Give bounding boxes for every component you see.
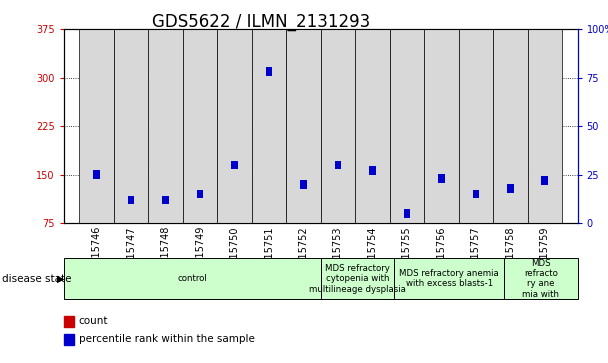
Bar bbox=[472, 190, 479, 199]
Text: MDS refractory
cytopenia with
multilineage dysplasia: MDS refractory cytopenia with multilinea… bbox=[309, 264, 406, 294]
Bar bbox=[438, 174, 444, 183]
FancyBboxPatch shape bbox=[458, 29, 493, 223]
FancyBboxPatch shape bbox=[493, 29, 528, 223]
FancyBboxPatch shape bbox=[504, 258, 578, 299]
FancyBboxPatch shape bbox=[528, 29, 562, 223]
FancyBboxPatch shape bbox=[321, 258, 394, 299]
FancyBboxPatch shape bbox=[390, 29, 424, 223]
Text: MDS
refracto
ry ane
mia with: MDS refracto ry ane mia with bbox=[522, 258, 559, 299]
Text: ▶: ▶ bbox=[57, 274, 64, 284]
FancyBboxPatch shape bbox=[394, 258, 504, 299]
Bar bbox=[122, 201, 140, 223]
Bar bbox=[260, 66, 278, 223]
FancyBboxPatch shape bbox=[355, 29, 390, 223]
Bar bbox=[197, 190, 204, 199]
Bar bbox=[535, 180, 554, 223]
Text: GDS5622 / ILMN_2131293: GDS5622 / ILMN_2131293 bbox=[153, 13, 370, 31]
FancyBboxPatch shape bbox=[424, 29, 458, 223]
Bar bbox=[501, 183, 520, 223]
Bar bbox=[231, 160, 238, 170]
Bar bbox=[87, 174, 106, 223]
Bar bbox=[542, 176, 548, 185]
FancyBboxPatch shape bbox=[80, 29, 114, 223]
Bar bbox=[94, 170, 100, 179]
Bar bbox=[369, 167, 376, 175]
Text: count: count bbox=[78, 316, 108, 326]
FancyBboxPatch shape bbox=[321, 29, 355, 223]
Bar bbox=[64, 334, 74, 345]
Bar bbox=[404, 209, 410, 218]
Bar bbox=[334, 160, 341, 170]
FancyBboxPatch shape bbox=[217, 29, 252, 223]
Text: control: control bbox=[178, 274, 207, 283]
Bar bbox=[507, 184, 514, 193]
Bar bbox=[190, 184, 210, 223]
Bar bbox=[300, 180, 307, 189]
Text: disease state: disease state bbox=[2, 274, 71, 284]
FancyBboxPatch shape bbox=[183, 29, 217, 223]
Bar bbox=[128, 196, 134, 204]
Bar bbox=[162, 196, 169, 204]
FancyBboxPatch shape bbox=[148, 29, 183, 223]
FancyBboxPatch shape bbox=[286, 29, 321, 223]
FancyBboxPatch shape bbox=[252, 29, 286, 223]
Bar bbox=[398, 206, 416, 223]
Bar bbox=[266, 68, 272, 76]
Text: percentile rank within the sample: percentile rank within the sample bbox=[78, 334, 255, 344]
Bar bbox=[363, 179, 382, 223]
FancyBboxPatch shape bbox=[114, 29, 148, 223]
Text: MDS refractory anemia
with excess blasts-1: MDS refractory anemia with excess blasts… bbox=[399, 269, 499, 288]
Bar bbox=[156, 201, 175, 223]
Bar bbox=[466, 189, 485, 223]
FancyBboxPatch shape bbox=[64, 258, 321, 299]
Bar bbox=[294, 178, 313, 223]
Bar bbox=[432, 179, 451, 223]
Bar bbox=[64, 316, 74, 327]
Bar bbox=[225, 174, 244, 223]
Bar bbox=[328, 173, 347, 223]
